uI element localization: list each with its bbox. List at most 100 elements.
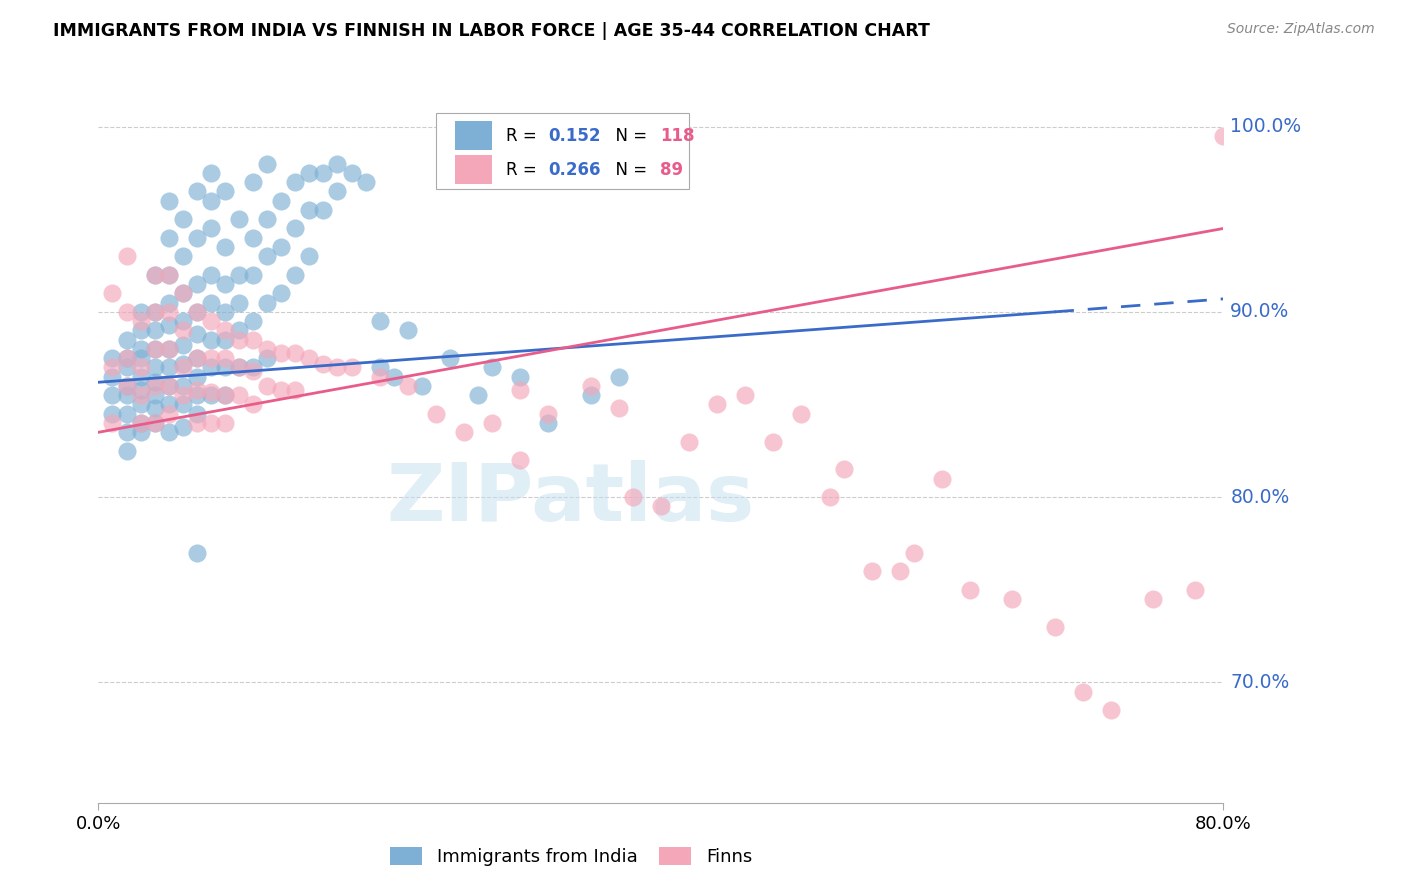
Point xyxy=(214,277,236,291)
Point xyxy=(790,407,813,421)
Text: 80.0%: 80.0% xyxy=(1230,488,1289,507)
Point xyxy=(270,286,292,301)
Text: 0.152: 0.152 xyxy=(548,127,600,145)
Point xyxy=(172,249,194,263)
Point xyxy=(242,333,264,347)
Point xyxy=(439,351,461,366)
Point xyxy=(115,305,138,319)
Point xyxy=(326,156,349,170)
Point xyxy=(143,388,166,402)
Point xyxy=(186,388,208,402)
Point xyxy=(214,416,236,430)
Point xyxy=(1212,128,1234,143)
Point xyxy=(115,407,138,421)
Point xyxy=(214,323,236,337)
Point xyxy=(1001,592,1024,607)
Point xyxy=(186,305,208,319)
Text: 118: 118 xyxy=(659,127,695,145)
Point xyxy=(186,351,208,366)
Point xyxy=(186,383,208,397)
Point xyxy=(903,546,925,560)
Point xyxy=(678,434,700,449)
Text: N =: N = xyxy=(605,127,652,145)
Point xyxy=(579,379,602,393)
Point xyxy=(200,166,222,180)
Point xyxy=(200,351,222,366)
Point xyxy=(200,416,222,430)
Point xyxy=(396,379,419,393)
Point xyxy=(186,351,208,366)
Point xyxy=(214,185,236,199)
Point xyxy=(129,425,152,440)
Point xyxy=(129,323,152,337)
Point xyxy=(115,425,138,440)
Point xyxy=(242,231,264,245)
Point xyxy=(157,231,180,245)
Point xyxy=(256,342,278,356)
Point xyxy=(115,443,138,458)
Point xyxy=(172,286,194,301)
Point xyxy=(382,369,405,384)
Point xyxy=(228,295,250,310)
Point xyxy=(706,397,728,411)
Point xyxy=(172,379,194,393)
Point xyxy=(509,453,531,467)
Point xyxy=(143,360,166,375)
Point xyxy=(607,401,630,416)
Point xyxy=(172,323,194,337)
Point xyxy=(115,360,138,375)
Point xyxy=(228,212,250,227)
Point xyxy=(284,383,307,397)
Point xyxy=(579,388,602,402)
Point xyxy=(228,388,250,402)
Point xyxy=(860,564,883,578)
Point xyxy=(242,360,264,375)
Point xyxy=(481,416,503,430)
Point xyxy=(340,166,363,180)
Point xyxy=(256,249,278,263)
Text: 100.0%: 100.0% xyxy=(1230,117,1302,136)
Point xyxy=(762,434,785,449)
Point xyxy=(101,388,124,402)
Point xyxy=(298,249,321,263)
Point xyxy=(242,397,264,411)
Point xyxy=(368,314,391,328)
Point xyxy=(200,333,222,347)
Point xyxy=(157,407,180,421)
Point xyxy=(200,194,222,208)
Point xyxy=(312,166,335,180)
Point xyxy=(157,342,180,356)
Point xyxy=(270,194,292,208)
Point xyxy=(200,384,222,399)
Point xyxy=(214,351,236,366)
Point xyxy=(143,376,166,390)
Point xyxy=(200,360,222,375)
Point xyxy=(242,314,264,328)
Point xyxy=(186,185,208,199)
Point xyxy=(157,268,180,282)
Point xyxy=(200,388,222,402)
Point xyxy=(242,364,264,378)
Text: ZIPatlas: ZIPatlas xyxy=(387,460,755,539)
Point xyxy=(172,388,194,402)
Point xyxy=(157,194,180,208)
Point xyxy=(143,416,166,430)
Point xyxy=(537,407,560,421)
Point xyxy=(115,351,138,366)
Point xyxy=(129,314,152,328)
Text: 89: 89 xyxy=(659,161,683,179)
Point xyxy=(129,416,152,430)
Point xyxy=(889,564,911,578)
Point xyxy=(411,379,433,393)
Point xyxy=(396,323,419,337)
Point xyxy=(115,379,138,393)
Point xyxy=(270,383,292,397)
Point xyxy=(115,388,138,402)
Point xyxy=(270,345,292,359)
Point xyxy=(186,416,208,430)
Point xyxy=(214,360,236,375)
Point xyxy=(242,268,264,282)
Point xyxy=(101,360,124,375)
Point xyxy=(157,305,180,319)
Point xyxy=(242,175,264,189)
